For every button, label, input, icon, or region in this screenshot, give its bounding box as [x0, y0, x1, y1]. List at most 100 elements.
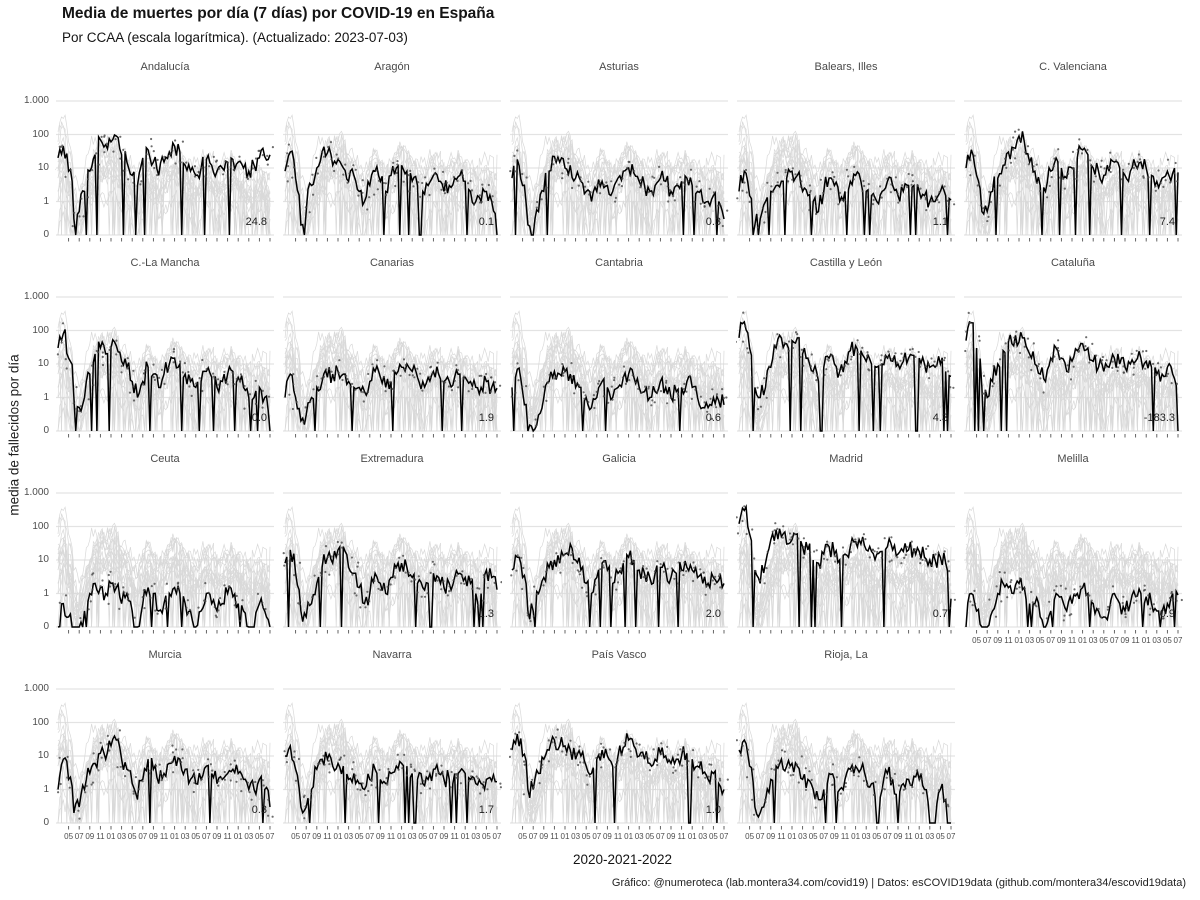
facet-title-navarra: Navarra	[372, 649, 412, 661]
x-tick-label: 05	[291, 832, 301, 841]
y-tick-label: 1.000	[23, 95, 49, 106]
facet-andaluc-a: Andalucía 24.8	[55, 58, 275, 254]
x-tick-label: 05	[935, 832, 945, 841]
x-tick-label: 01	[624, 832, 634, 841]
series-line-canarias	[284, 362, 498, 432]
facet-plot-extremadura	[282, 492, 502, 634]
x-tick-label: 09	[375, 832, 385, 841]
x-tick-label: 07	[74, 832, 84, 841]
facet-plot-asturias	[509, 100, 729, 242]
last-value-label-canarias: 1.9	[478, 412, 494, 424]
x-tick-labels-navarra: 05 07 09 11 01 03 05 07 09 11 01 03 05 07 09 11 01 03 05 07	[282, 832, 502, 844]
facet-plot-madrid	[736, 492, 956, 634]
facet-balears-illes: Balears, Illes 1.1	[736, 58, 956, 254]
x-tick-label: 07	[755, 832, 765, 841]
chart-caption: Gráfico: @numeroteca (lab.montera34.com/…	[611, 877, 1186, 889]
x-tick-label: 05	[518, 832, 528, 841]
x-tick-label: 05	[972, 636, 982, 645]
y-tick-label: 10	[37, 750, 49, 761]
facet-pa-s-vasco: País Vasco 1.0 05 07 09 11 01 03 05 07 09 11 01 03 05 0…	[509, 646, 729, 842]
series-line-c-valenciana	[965, 131, 1179, 236]
last-value-label-c-valenciana: 7.4	[1159, 216, 1175, 228]
x-tick-label: 11	[677, 832, 686, 841]
x-tick-label: 11	[159, 832, 169, 841]
x-tick-label: 01	[1141, 636, 1151, 645]
facet-plot-arag-n	[283, 100, 501, 242]
facet-melilla: Melilla 0.9 05 07 09 11 01 03 05 07 09 11 01 03 05 07 09…	[963, 450, 1183, 646]
series-line-melilla	[965, 576, 1179, 628]
x-tick-label: 07	[201, 832, 211, 841]
facet-title-rioja-la: Rioja, La	[824, 649, 868, 661]
facet-plot-murcia	[56, 688, 274, 830]
x-tick-label: 05	[708, 832, 718, 841]
x-tick-label: 05	[581, 832, 591, 841]
last-value-label-murcia: 0.3	[251, 804, 267, 816]
x-tick-label: 11	[1067, 636, 1077, 645]
facet-asturias: Asturias 0.3	[509, 58, 729, 254]
last-value-label-castilla-y-le-n: 4.3	[932, 412, 948, 424]
series-line-rioja-la	[738, 738, 951, 824]
facet-title-c-la-mancha: C.-La Mancha	[130, 257, 200, 269]
x-tick-label: 07	[719, 832, 729, 841]
series-line-galicia	[511, 541, 725, 628]
series-line-catalu-a	[965, 320, 1179, 432]
facet-title-balears-illes: Balears, Illes	[814, 61, 878, 73]
x-tick-labels-pa-s-vasco: 05 07 09 11 01 03 05 07 09 11 01 03 05 07 09 11 01 03 05 07	[509, 832, 729, 844]
x-tick-labels-melilla: 05 07 09 11 01 03 05 07 09 11 01 03 05 07 09 11 01 03 05 07	[963, 636, 1183, 648]
x-tick-label: 07	[819, 832, 829, 841]
x-tick-label: 07	[946, 832, 956, 841]
facet-plot-c-la-mancha	[56, 296, 274, 438]
x-tick-label: 09	[1056, 636, 1066, 645]
x-tick-label: 01	[687, 832, 697, 841]
facet-plot-cantabria	[510, 296, 728, 438]
facet-extremadura: Extremadura 1.3	[282, 450, 502, 646]
x-tick-label: 03	[798, 832, 808, 841]
y-tick-label: 1.000	[23, 291, 49, 302]
facet-madrid: Madrid 0.7	[736, 450, 956, 646]
facet-catalu-a: Cataluña -183.3	[963, 254, 1183, 450]
y-tick-label: 1	[43, 391, 49, 403]
y-tick-label: 1	[43, 195, 49, 207]
x-tick-label: 01	[233, 832, 243, 841]
x-tick-label: 09	[85, 832, 95, 841]
x-tick-label: 05	[745, 832, 755, 841]
x-axis-title: 2020-2021-2022	[572, 852, 673, 867]
x-tick-label: 11	[386, 832, 396, 841]
x-tick-label: 03	[344, 832, 354, 841]
x-tick-label: 07	[982, 636, 992, 645]
x-tick-label: 09	[829, 832, 839, 841]
facet-plot-galicia	[510, 492, 728, 634]
series-line-c-la-mancha	[57, 329, 271, 432]
facet-plot-andaluc-a	[55, 100, 274, 242]
y-tick-label: 1	[43, 587, 49, 599]
facet-plot-c-valenciana	[963, 100, 1182, 242]
facet-title-madrid: Madrid	[829, 453, 863, 465]
x-tick-label: 01	[170, 832, 180, 841]
x-tick-label: 11	[777, 832, 786, 841]
y-tick-label: 10	[37, 358, 49, 369]
y-tick-label: 100	[32, 716, 49, 728]
x-tick-label: 01	[460, 832, 470, 841]
x-tick-label: 09	[539, 832, 549, 841]
x-tick-label: 07	[265, 832, 275, 841]
x-tick-label: 01	[397, 832, 407, 841]
last-value-label-arag-n: 0.1	[478, 216, 494, 228]
facet-cantabria: Cantabria 0.6	[509, 254, 729, 450]
x-tick-label: 03	[1152, 636, 1162, 645]
last-value-label-asturias: 0.3	[705, 216, 721, 228]
x-tick-label: 07	[528, 832, 538, 841]
facet-title-andaluc-a: Andalucía	[140, 61, 190, 73]
last-value-label-extremadura: 1.3	[478, 608, 494, 620]
x-tick-label: 11	[1131, 636, 1140, 645]
x-tick-label: 09	[766, 832, 776, 841]
x-tick-label: 01	[106, 832, 116, 841]
series-line-murcia	[57, 734, 271, 824]
y-tick-label: 0	[43, 817, 49, 828]
x-tick-label: 01	[1014, 636, 1024, 645]
x-tick-label: 01	[1078, 636, 1088, 645]
series-line-navarra	[284, 743, 498, 824]
last-value-label-galicia: 2.0	[705, 608, 721, 620]
x-tick-label: 03	[861, 832, 871, 841]
facet-galicia: Galicia 2.0	[509, 450, 729, 646]
x-tick-label: 07	[492, 832, 502, 841]
